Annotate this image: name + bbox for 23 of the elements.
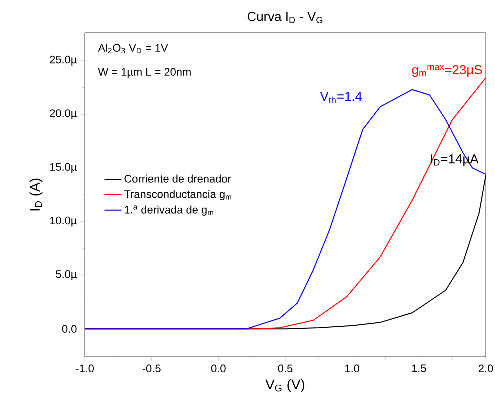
x-tick-label: 2.0 (478, 364, 494, 373)
chart-title: Curva I$_{D}$ - V$_{G}$ (248, 12, 323, 24)
y-tick-label: 0.0 (62, 325, 77, 333)
x-tick-label: 0.0 (211, 364, 226, 373)
y-tick-label: 25.0µ (50, 56, 77, 66)
annotation: W = 1µm L = 20nm (98, 68, 191, 78)
y-tick-label: 5.0µ (56, 270, 77, 280)
x-tick-label: 1.5 (412, 364, 426, 372)
annotation: g$_{m}$$^{max}$=23µS (412, 65, 482, 78)
x-tick-label: -1.0 (76, 364, 94, 373)
annotation: Al$_{2}$O$_{3}$ V$_{D}$ = 1V (98, 44, 168, 54)
y-axis-title: I$_{D}$ (A) (30, 178, 43, 211)
y-tick-label: 20.0µ (50, 110, 77, 120)
x-tick-label: -0.5 (142, 364, 161, 373)
annotation: V$_{th}$=1.4 (320, 92, 362, 104)
y-tick-label: 15.0µ (50, 163, 77, 174)
legend-label: 1.$^{a}$ derivada de g$_{m}$ (125, 206, 214, 216)
x-axis-title: V$_{G}$ (V) (266, 379, 305, 392)
legend-label: Transconductancia g$_{m}$ (124, 190, 232, 200)
x-tick-label: 0.5 (278, 364, 293, 373)
legend-label: Corriente de drenador (124, 174, 232, 183)
y-tick-label: 10.0µ (50, 216, 77, 227)
x-tick-label: 1.0 (346, 364, 360, 373)
